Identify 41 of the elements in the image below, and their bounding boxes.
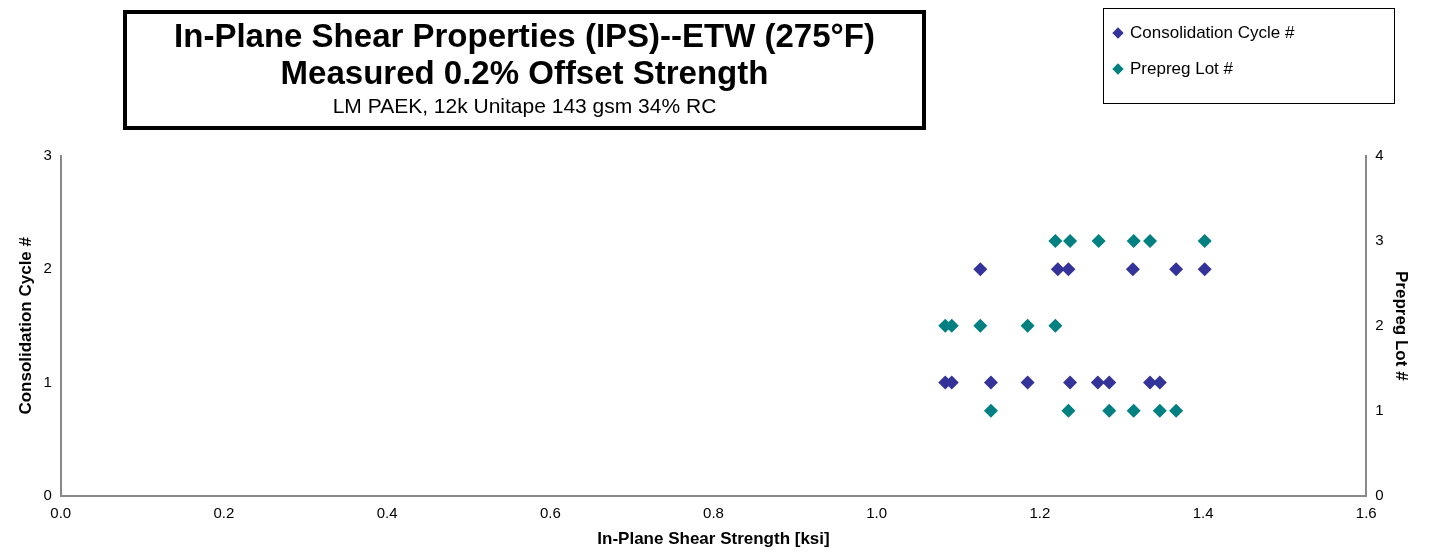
point [1061,403,1076,418]
x-tick-label: 0.6 [539,503,561,521]
y-axis-title: Consolidation Cycle # [15,236,35,415]
x-axis-title: In-Plane Shear Strength [ksi] [597,529,830,549]
point [973,318,988,333]
y2-tick-label: 2 [1375,315,1384,333]
point [1126,403,1141,418]
text: LM PAEK, 12k Unitape 143 gsm 34% RC [331,93,718,119]
point [1091,233,1106,248]
y2-tick-label: 3 [1375,231,1384,249]
y2-tick-label: 0 [1375,485,1384,503]
point [1048,233,1063,248]
point [1197,233,1212,248]
chart-subtitle: Measured 0.2% Offset Strength [279,54,770,92]
x-tick-label: 1.0 [866,503,888,521]
chart-title: In-Plane Shear Properties (IPS)--ETW (275°F) [173,17,876,54]
x-tick-label: 0.8 [703,503,724,521]
y-tick-label: 2 [43,259,52,277]
y2-axis-title: Prepreg Lot # [1392,271,1412,382]
legend-label: Prepreg Lot # [1130,59,1234,79]
point [1020,318,1035,333]
point [1126,233,1141,248]
point [1143,233,1158,248]
y-tick-label: 1 [43,372,52,390]
y-tick-label: 3 [43,146,52,164]
point [983,403,998,418]
legend-label: Consolidation Cycle # [1130,23,1295,43]
point [1102,403,1117,418]
point [1063,233,1078,248]
point [1169,403,1184,418]
point [1048,318,1063,333]
x-tick-label: 1.6 [1355,503,1377,521]
x-tick-label: 0.0 [50,503,72,521]
x-tick-label: 0.2 [213,503,235,521]
y-tick-label: 0 [43,485,52,503]
x-tick-label: 1.4 [1192,503,1214,521]
x-tick-label: 1.2 [1029,503,1051,521]
y2-tick-label: 4 [1375,146,1384,164]
y2-tick-label: 1 [1375,400,1384,418]
point [1152,403,1167,418]
x-tick-label: 0.4 [376,503,398,521]
